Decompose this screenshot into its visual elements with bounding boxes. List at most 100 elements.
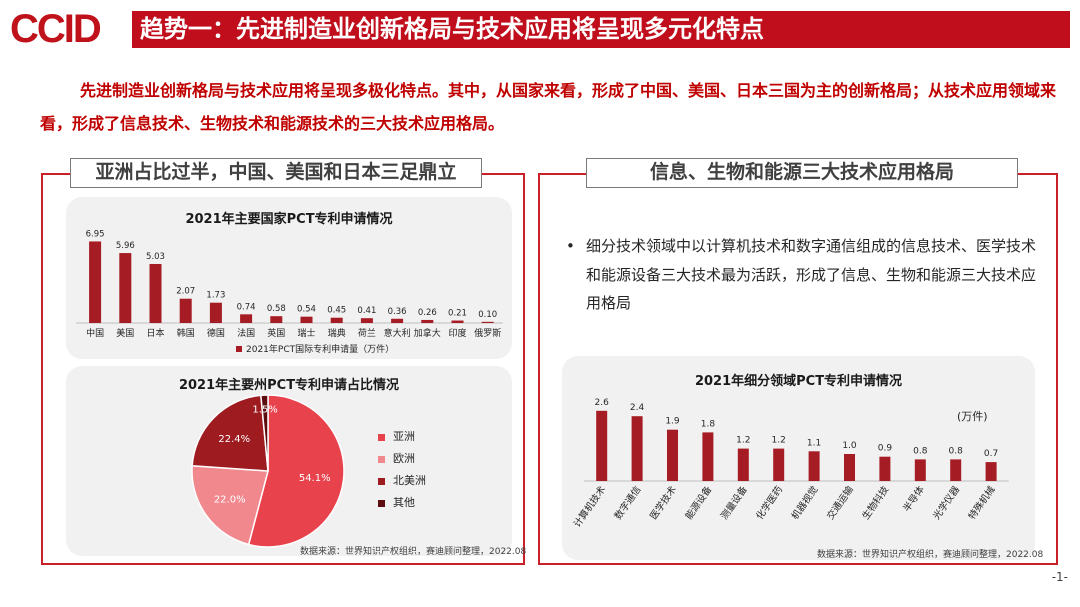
unit-note: (万件) xyxy=(957,410,988,423)
left-section-title: 亚洲占比过半，中国、美国和日本三足鼎立 xyxy=(70,158,482,188)
legend-swatch xyxy=(378,433,385,441)
field-category-label: 测量设备 xyxy=(718,483,750,521)
field-value-label: 1.0 xyxy=(842,441,857,451)
field-value-label: 0.8 xyxy=(949,446,964,456)
country-category-label: 印度 xyxy=(448,327,466,339)
pie-value-label: 22.0% xyxy=(214,494,246,505)
country-bar xyxy=(330,317,343,323)
field-category-label: 化学医药 xyxy=(754,484,786,522)
country-value-label: 0.10 xyxy=(478,310,497,320)
country-value-label: 1.73 xyxy=(206,291,225,301)
field-bar xyxy=(596,410,608,481)
country-category-label: 俄罗斯 xyxy=(474,327,501,339)
country-value-label: 0.21 xyxy=(448,309,467,319)
country-bar xyxy=(451,320,464,323)
country-bar xyxy=(209,302,222,323)
country-value-label: 5.96 xyxy=(116,241,135,251)
slide-title: 趋势一：先进制造业创新格局与技术应用将呈现多元化特点 xyxy=(132,11,1070,48)
pie-value-label: 22.4% xyxy=(218,434,250,445)
right-source-note: 数据来源：世界知识产权组织，赛迪顾问整理，2022.08 xyxy=(817,550,1044,560)
field-category-label: 医学技术 xyxy=(647,483,679,521)
country-bar xyxy=(119,253,132,323)
field-bar xyxy=(702,432,714,481)
pie-slice xyxy=(247,394,345,548)
field-bar xyxy=(914,459,926,481)
field-bar xyxy=(667,429,678,481)
field-value-label: 1.1 xyxy=(807,438,821,448)
field-bar xyxy=(844,454,855,481)
field-category-label: 能源设备 xyxy=(683,483,715,521)
field-value-label: 1.2 xyxy=(772,436,786,446)
field-bar xyxy=(773,448,785,481)
country-bar-chart: 6.95 中国 5.96 美国 5.03 日本 2.07 韩国 1.73 德国 0.74 法国 0.58… xyxy=(76,229,503,355)
pie-slice xyxy=(260,394,269,472)
country-value-label: 5.03 xyxy=(146,252,165,262)
continent-chart-title: 2021年主要州PCT专利申请占比情况 xyxy=(178,378,400,393)
country-value-label: 0.58 xyxy=(267,304,286,314)
country-category-label: 瑞典 xyxy=(328,327,346,339)
right-section-title: 信息、生物和能源三大技术应用格局 xyxy=(586,158,1018,188)
country-category-label: 荷兰 xyxy=(358,327,376,339)
field-bar xyxy=(950,459,962,481)
field-category-label: 生物科技 xyxy=(860,483,892,521)
field-bar xyxy=(879,456,891,481)
legend-label: 其他 xyxy=(393,496,415,509)
field-category-label: 特殊机械 xyxy=(966,483,998,521)
field-value-label: 0.9 xyxy=(878,444,893,454)
field-category-label: 计算机技术 xyxy=(571,483,608,529)
country-value-label: 0.36 xyxy=(388,307,407,317)
country-value-label: 0.54 xyxy=(297,305,316,315)
country-chart-title: 2021年主要国家PCT专利申请情况 xyxy=(185,212,393,227)
pie-value-label: 1.5% xyxy=(252,405,277,416)
field-bar-chart: 2.6 计算机技术 2.4 数字通信 1.9 医学技术 1.8 能源设备 1.2 测量设备 1.2 化… xyxy=(571,398,1009,530)
country-value-label: 0.41 xyxy=(357,306,376,316)
country-chart-panel: 2021年主要国家PCT专利申请情况 6.95 中国 5.96 美国 5.03 日本 2.0… xyxy=(66,197,512,359)
right-bullet-point: 细分技术领域中以计算机技术和数字通信组成的信息技术、医学技术和能源设备三大技术最… xyxy=(566,232,1036,318)
country-bar xyxy=(391,318,404,323)
ccid-logo: CCID xyxy=(10,7,102,51)
country-category-label: 加拿大 xyxy=(414,327,441,339)
legend-swatch xyxy=(378,455,385,463)
country-value-label: 2.07 xyxy=(176,287,195,297)
legend-label: 北美洲 xyxy=(393,474,426,487)
country-legend-label: 2021年PCT国际专利申请量（万件） xyxy=(246,343,394,355)
field-chart-panel: 2021年细分领域PCT专利申请情况 (万件) 2.6 计算机技术 2.4 数字通信 1… xyxy=(562,356,1043,560)
country-category-label: 美国 xyxy=(116,327,134,339)
country-legend-swatch xyxy=(236,346,242,352)
field-value-label: 2.4 xyxy=(630,403,645,413)
legend-swatch xyxy=(378,499,385,507)
pie-legend-item: 北美洲 xyxy=(378,472,426,488)
field-category-label: 半导体 xyxy=(901,483,927,514)
country-value-label: 0.74 xyxy=(237,302,256,312)
field-category-label: 机器视觉 xyxy=(789,484,821,522)
field-value-label: 1.8 xyxy=(701,419,716,429)
country-category-label: 韩国 xyxy=(177,327,195,339)
country-category-label: 瑞士 xyxy=(297,327,315,339)
country-bar xyxy=(360,318,373,323)
pie-value-label: 54.1% xyxy=(299,473,331,484)
country-bar xyxy=(300,316,313,323)
pie-legend-item: 其他 xyxy=(378,494,415,510)
right-section-frame: 信息、生物和能源三大技术应用格局 2021年细分领域PCT专利申请情况 (万件)… xyxy=(538,158,1058,565)
country-bar xyxy=(240,314,253,323)
country-category-label: 法国 xyxy=(237,327,255,339)
continent-chart-panel: 2021年主要州PCT专利申请占比情况 54.1% 22.0% 22.4% 1.5% … xyxy=(66,366,526,557)
pie-slice xyxy=(191,464,269,546)
left-section-frame: 亚洲占比过半，中国、美国和日本三足鼎立 2021年主要国家PCT专利申请情况 6… xyxy=(41,158,526,565)
country-category-label: 意大利 xyxy=(384,327,411,339)
field-bar xyxy=(631,416,643,481)
country-category-label: 日本 xyxy=(146,327,164,339)
field-category-label: 交通运输 xyxy=(824,483,856,521)
legend-label: 欧洲 xyxy=(393,452,415,465)
field-value-label: 0.7 xyxy=(984,449,998,459)
left-source-note: 数据来源：世界知识产权组织，赛迪顾问整理，2022.08 xyxy=(300,547,527,557)
country-bar xyxy=(481,321,494,323)
country-category-label: 中国 xyxy=(86,327,104,339)
page-number: -1- xyxy=(1051,570,1068,584)
country-bar xyxy=(149,263,162,323)
field-bar xyxy=(985,462,997,481)
field-value-label: 1.2 xyxy=(736,436,750,446)
country-value-label: 0.26 xyxy=(418,308,437,318)
field-value-label: 1.9 xyxy=(665,417,680,427)
country-value-label: 6.95 xyxy=(86,229,105,239)
